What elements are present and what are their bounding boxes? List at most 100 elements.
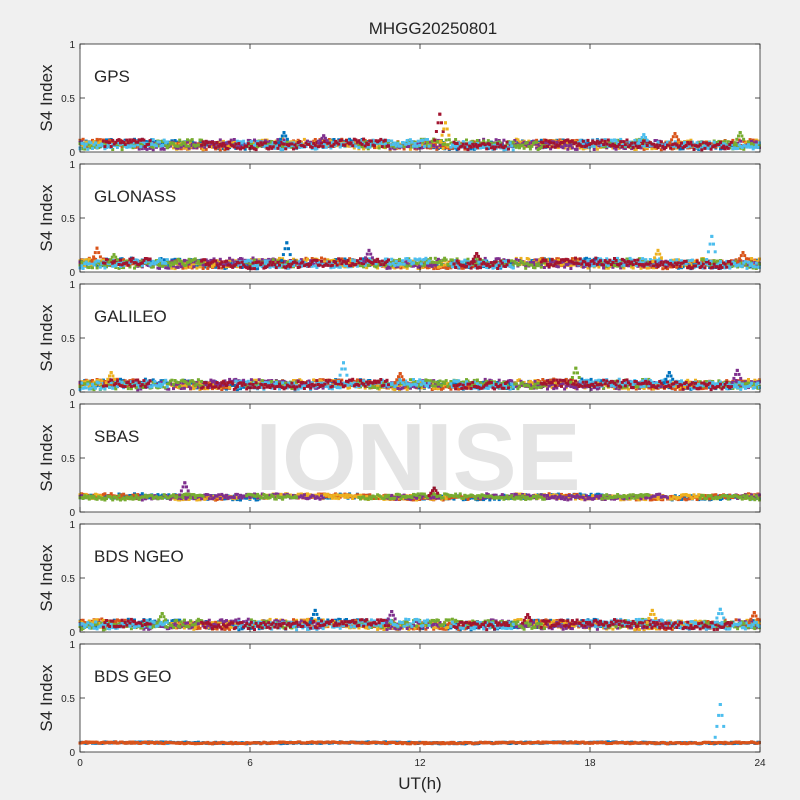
data-point bbox=[158, 140, 161, 144]
data-point bbox=[736, 147, 740, 150]
data-point bbox=[675, 143, 679, 147]
data-point bbox=[575, 261, 579, 265]
data-point bbox=[198, 265, 202, 269]
data-point bbox=[133, 139, 136, 143]
data-point bbox=[440, 121, 443, 125]
data-point bbox=[287, 144, 291, 148]
data-point bbox=[485, 263, 489, 267]
data-point bbox=[606, 138, 610, 142]
data-point bbox=[655, 139, 659, 143]
data-point bbox=[92, 143, 96, 147]
data-point bbox=[89, 261, 93, 265]
data-point bbox=[329, 146, 333, 150]
y-tick-label: 0 bbox=[69, 268, 75, 279]
data-point bbox=[80, 260, 84, 264]
data-point bbox=[586, 262, 590, 266]
data-point bbox=[575, 264, 579, 268]
data-point bbox=[231, 258, 235, 262]
data-point bbox=[196, 143, 200, 147]
data-point bbox=[433, 143, 437, 146]
data-point bbox=[151, 138, 155, 142]
data-point bbox=[87, 257, 91, 261]
data-point bbox=[710, 234, 714, 238]
data-point bbox=[354, 259, 358, 262]
data-point bbox=[491, 263, 495, 267]
data-point bbox=[704, 141, 708, 145]
data-point bbox=[602, 140, 606, 144]
data-point bbox=[505, 263, 509, 267]
data-point bbox=[147, 142, 151, 146]
data-point bbox=[410, 140, 414, 144]
data-point bbox=[479, 146, 482, 150]
data-point bbox=[349, 139, 353, 143]
data-point bbox=[447, 133, 451, 137]
data-point bbox=[376, 140, 380, 144]
data-point bbox=[731, 147, 735, 151]
data-point bbox=[114, 259, 118, 262]
data-point bbox=[661, 267, 665, 271]
data-point bbox=[694, 261, 697, 265]
data-point bbox=[268, 145, 272, 149]
data-point bbox=[421, 143, 425, 147]
data-point bbox=[338, 145, 342, 149]
data-point bbox=[725, 145, 729, 149]
data-point bbox=[198, 258, 202, 262]
data-point bbox=[123, 138, 127, 142]
data-point bbox=[519, 144, 523, 148]
data-point bbox=[617, 143, 621, 147]
data-point bbox=[757, 143, 761, 147]
data-point bbox=[340, 262, 344, 266]
data-point bbox=[652, 266, 655, 270]
data-point bbox=[98, 265, 102, 269]
data-point bbox=[142, 138, 146, 142]
data-point bbox=[98, 255, 102, 259]
data-point bbox=[320, 256, 323, 260]
data-point bbox=[564, 144, 568, 148]
data-point bbox=[237, 258, 241, 262]
data-point bbox=[108, 138, 112, 142]
data-point bbox=[469, 266, 473, 270]
data-point bbox=[623, 147, 627, 150]
data-point bbox=[239, 257, 242, 260]
data-point bbox=[393, 141, 397, 145]
data-point bbox=[564, 259, 568, 263]
data-point bbox=[447, 138, 451, 142]
data-point bbox=[440, 133, 444, 137]
data-point bbox=[726, 264, 730, 268]
data-point bbox=[201, 267, 205, 270]
data-point bbox=[476, 254, 480, 258]
data-point bbox=[115, 140, 119, 144]
data-point bbox=[240, 141, 244, 145]
data-point bbox=[125, 261, 129, 265]
data-point bbox=[720, 266, 724, 270]
data-point bbox=[757, 262, 761, 266]
data-point bbox=[430, 139, 434, 143]
data-point bbox=[285, 241, 289, 245]
data-point bbox=[450, 141, 454, 145]
data-point bbox=[669, 143, 673, 147]
data-point bbox=[539, 260, 543, 264]
data-point bbox=[204, 263, 208, 266]
data-point bbox=[589, 259, 593, 263]
data-point bbox=[276, 138, 280, 142]
data-point bbox=[422, 265, 426, 269]
data-point bbox=[743, 254, 747, 258]
data-point bbox=[229, 138, 233, 142]
data-point bbox=[633, 258, 637, 262]
data-point bbox=[408, 147, 412, 151]
data-point bbox=[398, 264, 401, 268]
data-point bbox=[597, 141, 601, 145]
data-point bbox=[387, 258, 390, 262]
data-point bbox=[293, 145, 297, 149]
data-point bbox=[706, 250, 710, 254]
data-point bbox=[309, 262, 313, 266]
data-point bbox=[669, 258, 673, 262]
data-point bbox=[117, 266, 121, 270]
data-point bbox=[603, 266, 607, 270]
data-point bbox=[493, 147, 496, 151]
data-point bbox=[366, 147, 370, 151]
data-point bbox=[676, 261, 680, 265]
data-point bbox=[343, 264, 347, 268]
data-point bbox=[736, 144, 740, 148]
